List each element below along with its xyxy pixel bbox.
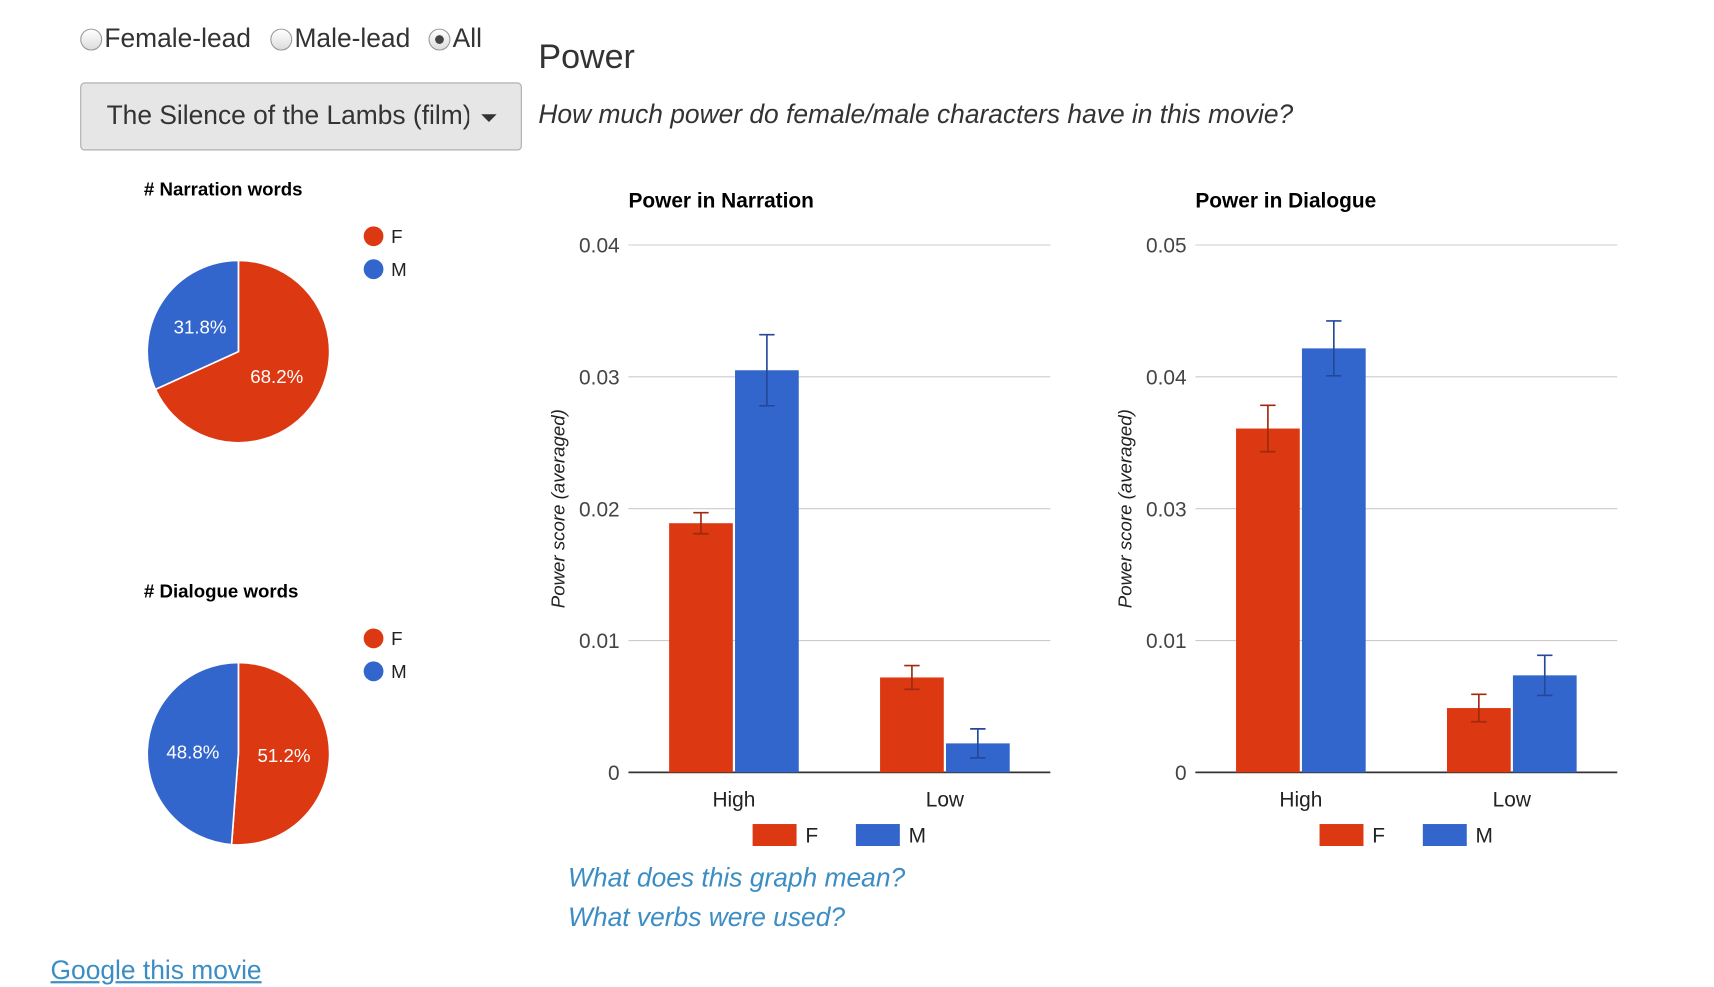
y-tick-label: 0.03 [1146,498,1187,521]
error-bar [904,664,920,691]
pie-slice [154,259,331,444]
x-tick-label: Low [1493,788,1532,811]
legend-swatch [1422,824,1467,846]
bar [880,677,944,773]
radio-label[interactable]: All [452,24,482,54]
error-bar [970,728,986,759]
slice-label: 51.2% [258,745,311,766]
radio-label[interactable]: Female-lead [104,24,251,54]
link[interactable]: What does this graph mean? [568,863,906,894]
radio-female[interactable]: Female-lead [80,24,251,55]
legend-label: F [1372,825,1385,848]
y-axis-label: Power score (averaged) [1115,409,1136,608]
slice-label: 68.2% [250,366,303,387]
error-bar [759,333,775,407]
error-bar [1471,693,1487,723]
x-tick-label: High [1279,788,1322,811]
pie-slice [146,661,240,846]
legend-label: F [391,226,402,247]
legend-swatch [855,824,900,846]
bar [669,523,733,773]
legend-swatch [363,226,384,247]
caret [481,114,497,122]
y-axis-label: Power score (averaged) [548,409,569,608]
pie-slice [230,661,331,846]
error-bar [1537,654,1553,697]
y-tick-label: 0.01 [579,630,620,653]
y-tick-label: 0.05 [1146,235,1187,258]
y-tick-label: 0 [1175,762,1187,785]
movie-dropdown[interactable]: The Silence of the Lambs (film) [80,82,522,151]
error-bar [1326,320,1342,377]
link[interactable]: What verbs were used? [568,903,846,933]
legend-swatch [752,824,797,846]
slice-label: 31.8% [174,317,227,338]
y-tick-label: 0.02 [579,498,620,521]
slice-label: 48.8% [166,742,219,763]
y-tick-label: 0.01 [1146,630,1187,653]
bar [1236,428,1300,773]
pie-title: # Narration words [144,179,303,200]
link[interactable]: Google this movie [50,955,262,986]
bar [735,370,799,773]
x-tick-label: High [712,788,755,811]
y-tick-label: 0.04 [579,235,620,258]
y-tick-label: 0.03 [579,367,620,390]
dropdown-text[interactable]: The Silence of the Lambs (film) [106,101,470,131]
legend-label: M [391,259,407,280]
y-tick-label: 0.04 [1146,367,1187,390]
legend-swatch [1319,824,1364,846]
error-bar [693,511,709,535]
legend-swatch [363,628,384,649]
pie-title: # Dialogue words [144,581,298,602]
radio-label[interactable]: Male-lead [294,24,411,54]
y-tick-label: 0 [608,762,620,785]
section-title: Power [538,37,635,76]
legend-label: M [1476,825,1493,848]
bar [1301,348,1366,773]
x-tick-label: Low [926,788,965,811]
radio-dot[interactable] [428,28,451,51]
pie-slice [146,259,240,391]
radio-all[interactable]: All [428,24,482,55]
radio-dot[interactable] [270,28,293,51]
section-subtitle: How much power do female/male characters… [538,99,1294,130]
legend-swatch [363,661,384,682]
chart-title: Power in Dialogue [1195,190,1376,213]
chart-title: Power in Narration [628,190,813,213]
legend-swatch [363,259,384,280]
legend-label: F [391,628,402,649]
legend-label: M [909,825,926,848]
legend-label: M [391,661,407,682]
error-bar [1260,404,1276,453]
radio-dot[interactable] [80,28,103,51]
radio-male[interactable]: Male-lead [270,24,410,55]
legend-label: F [805,825,818,848]
